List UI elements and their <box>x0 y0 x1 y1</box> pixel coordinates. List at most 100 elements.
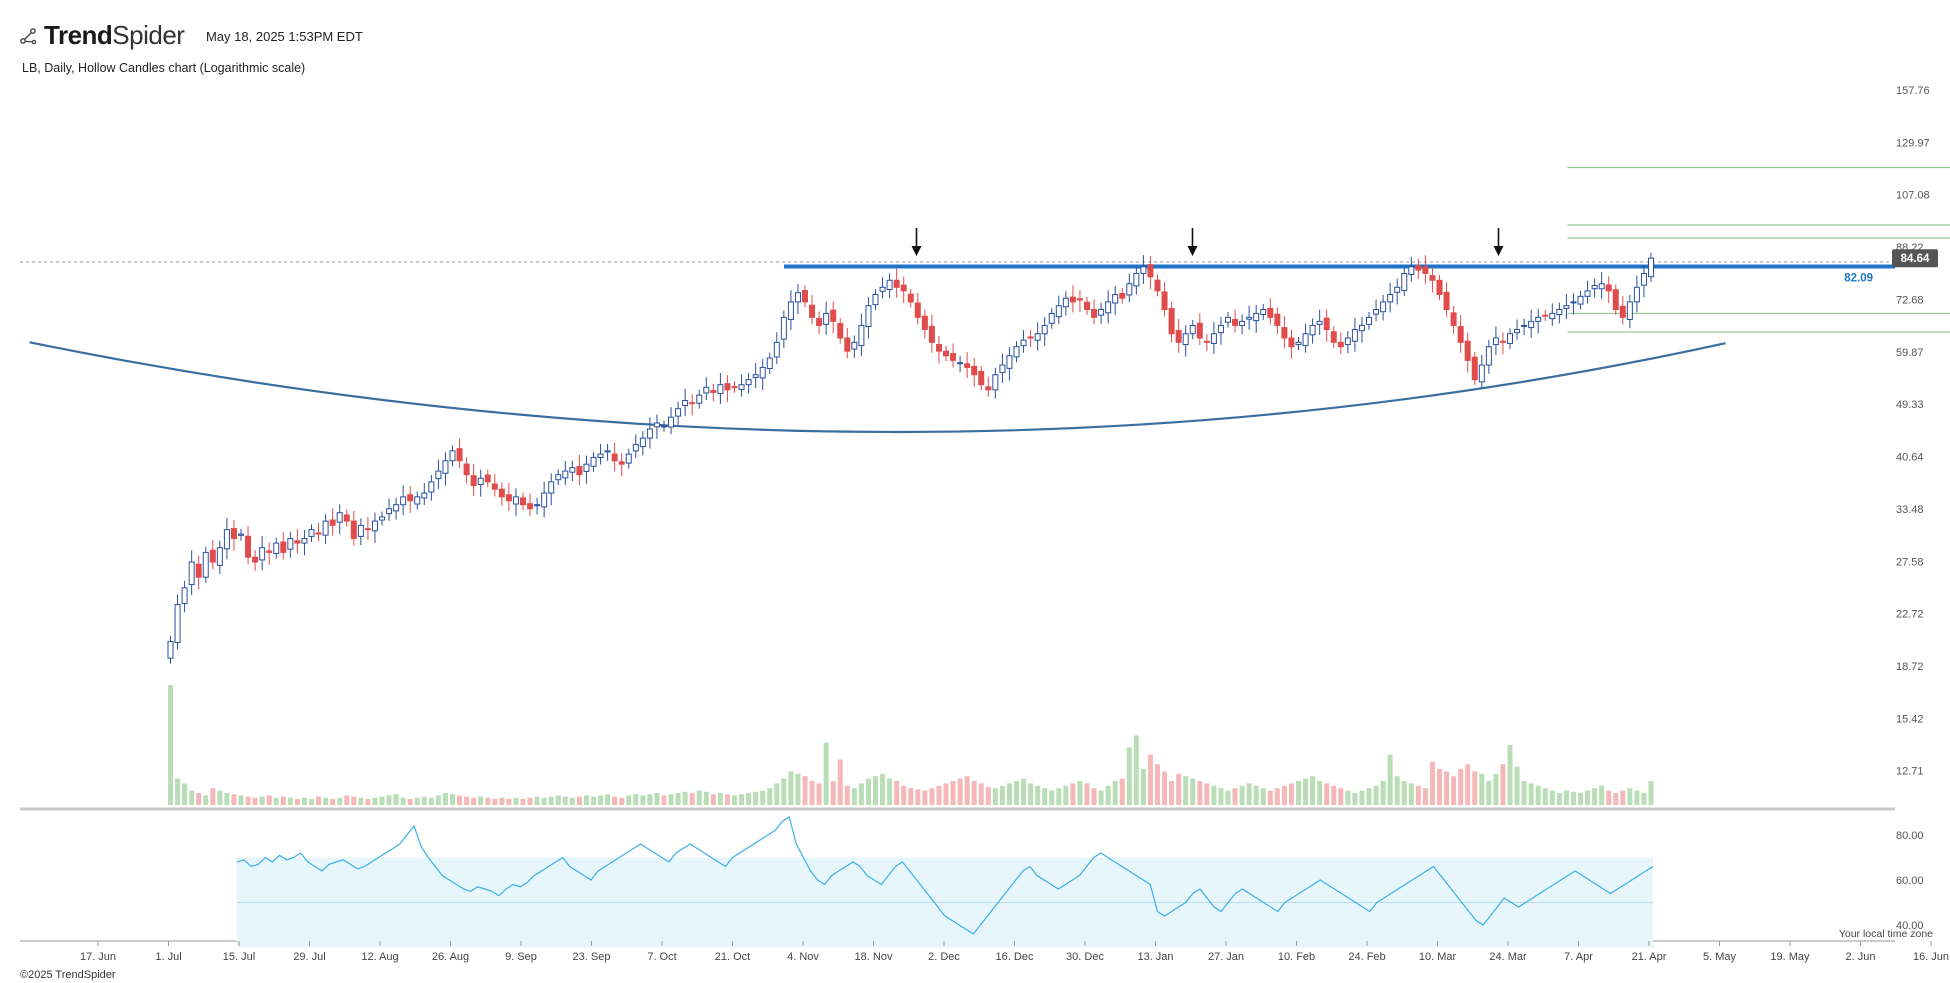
candle[interactable] <box>1295 336 1302 351</box>
candle[interactable] <box>245 526 252 565</box>
candle[interactable] <box>1133 266 1140 295</box>
candle[interactable] <box>689 394 696 416</box>
candle[interactable] <box>491 473 498 497</box>
candle[interactable] <box>1196 313 1203 346</box>
candle[interactable] <box>1577 290 1584 310</box>
candle[interactable] <box>259 536 266 571</box>
candle[interactable] <box>1408 256 1415 282</box>
candle[interactable] <box>195 555 202 590</box>
candle[interactable] <box>879 277 886 299</box>
candle[interactable] <box>1105 290 1112 324</box>
candle[interactable] <box>1591 278 1598 298</box>
candle[interactable] <box>364 516 371 541</box>
candle[interactable] <box>1429 267 1436 293</box>
candle[interactable] <box>230 520 237 551</box>
candle[interactable] <box>1344 331 1351 354</box>
candle[interactable] <box>1478 354 1485 389</box>
candle[interactable] <box>802 285 808 308</box>
candle[interactable] <box>696 389 703 409</box>
candle[interactable] <box>1394 278 1401 305</box>
candle[interactable] <box>202 547 209 583</box>
candle[interactable] <box>414 491 421 510</box>
candle[interactable] <box>442 452 449 486</box>
candle[interactable] <box>1521 318 1528 336</box>
candle[interactable] <box>1246 305 1253 330</box>
candle[interactable] <box>1260 304 1267 320</box>
candle[interactable] <box>1535 308 1542 334</box>
candle[interactable] <box>252 550 259 571</box>
candle[interactable] <box>188 550 195 596</box>
candle[interactable] <box>505 483 512 512</box>
candle[interactable] <box>717 373 724 405</box>
candle[interactable] <box>1584 280 1591 304</box>
candle[interactable] <box>1549 303 1556 326</box>
candle[interactable] <box>555 469 562 486</box>
candle[interactable] <box>1055 295 1062 324</box>
candle[interactable] <box>886 273 893 299</box>
candle[interactable] <box>837 318 844 344</box>
candle[interactable] <box>823 301 830 335</box>
candle[interactable] <box>992 367 999 399</box>
candle[interactable] <box>371 512 378 543</box>
candle[interactable] <box>393 497 400 520</box>
candle[interactable] <box>1147 256 1154 289</box>
candle[interactable] <box>583 455 590 484</box>
candle[interactable] <box>590 452 597 472</box>
candle[interactable] <box>1337 332 1344 354</box>
candle[interactable] <box>604 443 611 461</box>
candle[interactable] <box>1471 351 1478 386</box>
candle[interactable] <box>548 473 555 506</box>
candle[interactable] <box>1225 312 1231 328</box>
candle[interactable] <box>787 290 794 331</box>
candle[interactable] <box>428 474 435 501</box>
candle[interactable] <box>1401 268 1408 297</box>
candle[interactable] <box>851 335 858 358</box>
candle[interactable] <box>1499 332 1506 355</box>
candle[interactable] <box>181 580 188 613</box>
candle[interactable] <box>562 461 569 486</box>
candle[interactable] <box>1464 332 1471 373</box>
candle[interactable] <box>618 453 625 477</box>
candle[interactable] <box>1302 323 1309 353</box>
candle[interactable] <box>893 268 900 298</box>
candle[interactable] <box>921 309 928 339</box>
candle[interactable] <box>1563 294 1570 319</box>
candle[interactable] <box>1048 308 1055 329</box>
candle[interactable] <box>1485 339 1492 374</box>
candle[interactable] <box>322 514 329 544</box>
candle[interactable] <box>477 469 484 497</box>
candle[interactable] <box>308 524 315 542</box>
candle[interactable] <box>1316 309 1323 335</box>
candle[interactable] <box>1528 309 1535 339</box>
candle[interactable] <box>1612 284 1619 315</box>
candle[interactable] <box>625 448 632 469</box>
candle[interactable] <box>1154 274 1161 297</box>
candle[interactable] <box>703 377 710 401</box>
candle[interactable] <box>865 297 872 339</box>
candle[interactable] <box>209 540 216 570</box>
candle[interactable] <box>682 388 689 416</box>
candle[interactable] <box>964 352 971 378</box>
candle[interactable] <box>520 492 526 511</box>
candle[interactable] <box>1253 304 1260 333</box>
candle[interactable] <box>1239 314 1246 335</box>
candle[interactable] <box>900 276 907 304</box>
trendspider-logo[interactable]: TrendSpider <box>18 20 185 51</box>
candle[interactable] <box>971 357 978 387</box>
candle[interactable] <box>435 459 442 490</box>
candle[interactable] <box>661 420 667 432</box>
candle[interactable] <box>1013 341 1020 363</box>
candle[interactable] <box>1288 329 1295 359</box>
candle[interactable] <box>238 528 244 541</box>
candle[interactable] <box>315 522 322 542</box>
candle[interactable] <box>294 529 301 554</box>
candle[interactable] <box>907 288 914 308</box>
candle[interactable] <box>1027 329 1034 347</box>
candle[interactable] <box>1542 309 1549 321</box>
candle[interactable] <box>816 311 823 335</box>
candle[interactable] <box>1069 285 1076 313</box>
candle[interactable] <box>1189 320 1196 340</box>
candle[interactable] <box>766 352 773 374</box>
candle[interactable] <box>1626 294 1633 329</box>
candle[interactable] <box>780 310 787 348</box>
